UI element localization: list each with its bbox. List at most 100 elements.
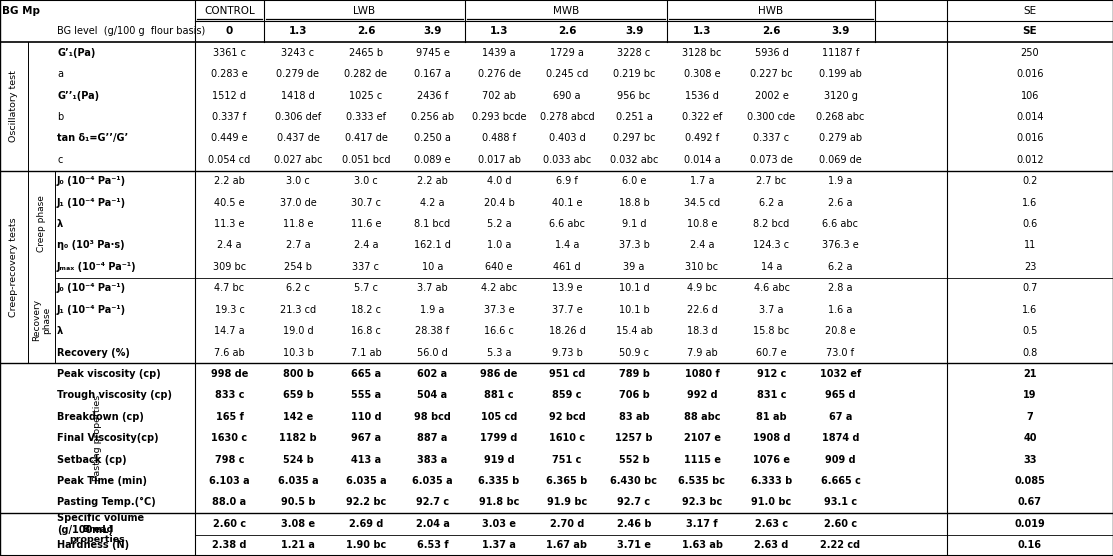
Text: 4.0 d: 4.0 d bbox=[486, 176, 511, 186]
Text: G’’₁(Pa): G’’₁(Pa) bbox=[57, 91, 99, 101]
Text: 23: 23 bbox=[1024, 262, 1036, 272]
Text: 986 de: 986 de bbox=[481, 369, 518, 379]
Text: 15.4 ab: 15.4 ab bbox=[615, 326, 652, 336]
Text: 2.70 d: 2.70 d bbox=[550, 519, 584, 529]
Text: 0.012: 0.012 bbox=[1016, 155, 1044, 165]
Text: 2.60 c: 2.60 c bbox=[824, 519, 857, 529]
Text: LWB: LWB bbox=[354, 6, 375, 16]
Text: 92.7 c: 92.7 c bbox=[618, 498, 651, 508]
Text: 3120 g: 3120 g bbox=[824, 91, 857, 101]
Text: 105 cd: 105 cd bbox=[481, 412, 518, 422]
Text: 800 b: 800 b bbox=[283, 369, 314, 379]
Text: 2.46 b: 2.46 b bbox=[617, 519, 651, 529]
Text: 0.089 e: 0.089 e bbox=[414, 155, 451, 165]
Text: 4.7 bc: 4.7 bc bbox=[215, 284, 245, 294]
Text: 0.403 d: 0.403 d bbox=[549, 133, 585, 143]
Text: 2.60 c: 2.60 c bbox=[213, 519, 246, 529]
Text: 18.8 b: 18.8 b bbox=[619, 197, 649, 207]
Text: Recovery (%): Recovery (%) bbox=[57, 348, 130, 358]
Text: 3228 c: 3228 c bbox=[618, 48, 651, 58]
Text: 1115 e: 1115 e bbox=[683, 455, 720, 465]
Text: 831 c: 831 c bbox=[757, 390, 786, 400]
Text: 39 a: 39 a bbox=[623, 262, 644, 272]
Text: 789 b: 789 b bbox=[619, 369, 650, 379]
Text: 37.3 e: 37.3 e bbox=[484, 305, 514, 315]
Text: 11.3 e: 11.3 e bbox=[214, 219, 245, 229]
Text: 18.26 d: 18.26 d bbox=[549, 326, 585, 336]
Text: 3243 c: 3243 c bbox=[282, 48, 315, 58]
Text: 3.7 ab: 3.7 ab bbox=[417, 284, 447, 294]
Text: 90.5 b: 90.5 b bbox=[280, 498, 315, 508]
Text: 0.5: 0.5 bbox=[1023, 326, 1037, 336]
Text: 16.6 c: 16.6 c bbox=[484, 326, 514, 336]
Text: 34.5 cd: 34.5 cd bbox=[683, 197, 720, 207]
Text: 83 ab: 83 ab bbox=[619, 412, 649, 422]
Text: 0.492 f: 0.492 f bbox=[684, 133, 719, 143]
Text: 6.535 bc: 6.535 bc bbox=[679, 476, 726, 486]
Text: 18.2 c: 18.2 c bbox=[351, 305, 381, 315]
Text: 0.219 bc: 0.219 bc bbox=[613, 69, 656, 79]
Text: 14.7 a: 14.7 a bbox=[214, 326, 245, 336]
Text: 30.7 c: 30.7 c bbox=[351, 197, 381, 207]
Text: 9745 e: 9745 e bbox=[415, 48, 450, 58]
Text: J₁ (10⁻⁴ Pa⁻¹): J₁ (10⁻⁴ Pa⁻¹) bbox=[57, 197, 126, 207]
Text: 0.283 e: 0.283 e bbox=[211, 69, 248, 79]
Text: (g/100mL): (g/100mL) bbox=[57, 525, 114, 535]
Text: 0.033 abc: 0.033 abc bbox=[543, 155, 591, 165]
Text: 2.69 d: 2.69 d bbox=[348, 519, 383, 529]
Text: 2.4 a: 2.4 a bbox=[217, 240, 242, 250]
Text: 0.417 de: 0.417 de bbox=[345, 133, 387, 143]
Text: 6.6 abc: 6.6 abc bbox=[823, 219, 858, 229]
Text: 73.0 f: 73.0 f bbox=[827, 348, 855, 358]
Text: 798 c: 798 c bbox=[215, 455, 244, 465]
Text: 665 a: 665 a bbox=[351, 369, 381, 379]
Text: J₀ (10⁻⁴ Pa⁻¹): J₀ (10⁻⁴ Pa⁻¹) bbox=[57, 284, 126, 294]
Text: 13.9 e: 13.9 e bbox=[552, 284, 582, 294]
Text: 6.53 f: 6.53 f bbox=[416, 540, 449, 550]
Text: 1874 d: 1874 d bbox=[821, 433, 859, 443]
Text: tan δ₁=G’’/G’: tan δ₁=G’’/G’ bbox=[57, 133, 128, 143]
Text: 9.73 b: 9.73 b bbox=[552, 348, 582, 358]
Text: SE: SE bbox=[1023, 27, 1037, 37]
Text: 0.306 def: 0.306 def bbox=[275, 112, 321, 122]
Text: 3.0 c: 3.0 c bbox=[286, 176, 309, 186]
Text: 19: 19 bbox=[1023, 390, 1036, 400]
Text: 2.38 d: 2.38 d bbox=[213, 540, 247, 550]
Text: SE: SE bbox=[1024, 6, 1036, 16]
Text: 6.035 a: 6.035 a bbox=[346, 476, 386, 486]
Text: 2.2 ab: 2.2 ab bbox=[417, 176, 447, 186]
Text: 1.7 a: 1.7 a bbox=[690, 176, 715, 186]
Text: 1.4 a: 1.4 a bbox=[554, 240, 579, 250]
Text: 88 abc: 88 abc bbox=[683, 412, 720, 422]
Text: 2.6: 2.6 bbox=[558, 27, 577, 37]
Text: 8.1 bcd: 8.1 bcd bbox=[414, 219, 451, 229]
Text: 7.6 ab: 7.6 ab bbox=[214, 348, 245, 358]
Text: 6.333 b: 6.333 b bbox=[751, 476, 792, 486]
Text: 0.2: 0.2 bbox=[1023, 176, 1037, 186]
Text: 1799 d: 1799 d bbox=[481, 433, 518, 443]
Text: 1.6 a: 1.6 a bbox=[828, 305, 853, 315]
Text: 1.63 ab: 1.63 ab bbox=[681, 540, 722, 550]
Text: 20.4 b: 20.4 b bbox=[483, 197, 514, 207]
Text: 0.016: 0.016 bbox=[1016, 69, 1044, 79]
Text: 6.0 e: 6.0 e bbox=[622, 176, 647, 186]
Text: 1.9 a: 1.9 a bbox=[421, 305, 445, 315]
Text: 659 b: 659 b bbox=[283, 390, 314, 400]
Text: 91.9 bc: 91.9 bc bbox=[546, 498, 588, 508]
Text: Creep-recovery tests: Creep-recovery tests bbox=[10, 217, 19, 317]
Text: 0.300 cde: 0.300 cde bbox=[748, 112, 796, 122]
Text: 310 bc: 310 bc bbox=[686, 262, 719, 272]
Text: 5.2 a: 5.2 a bbox=[486, 219, 511, 229]
Text: 2.4 a: 2.4 a bbox=[690, 240, 715, 250]
Text: 2.6: 2.6 bbox=[357, 27, 375, 37]
Text: 833 c: 833 c bbox=[215, 390, 244, 400]
Text: 1908 d: 1908 d bbox=[752, 433, 790, 443]
Text: 8.2 bcd: 8.2 bcd bbox=[754, 219, 789, 229]
Text: 165 f: 165 f bbox=[216, 412, 244, 422]
Text: Hardness (N): Hardness (N) bbox=[57, 540, 129, 550]
Text: 9.1 d: 9.1 d bbox=[622, 219, 647, 229]
Text: 1729 a: 1729 a bbox=[550, 48, 584, 58]
Text: 40: 40 bbox=[1023, 433, 1036, 443]
Text: Peak Time (min): Peak Time (min) bbox=[57, 476, 147, 486]
Text: 14 a: 14 a bbox=[761, 262, 782, 272]
